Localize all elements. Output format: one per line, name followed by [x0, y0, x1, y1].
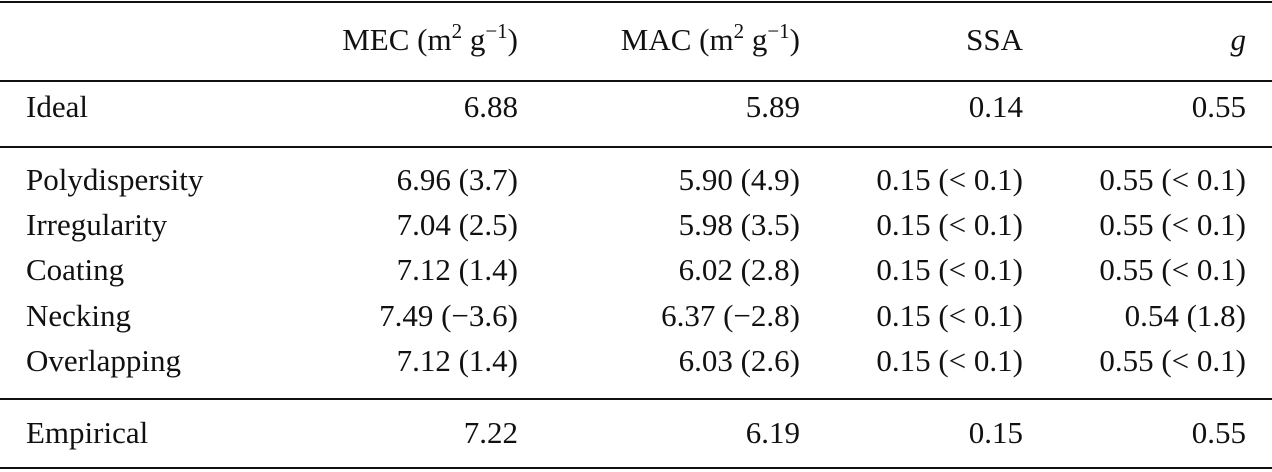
- cell-value: 0.54 (1.8): [1124, 298, 1246, 333]
- cell-value: 6.96 (3.7): [396, 162, 518, 197]
- cell-value: 6.88: [463, 89, 518, 124]
- row-label: Polydispersity: [26, 162, 204, 197]
- cell-value: 0.15 (< 0.1): [876, 252, 1023, 287]
- row-label: Necking: [26, 298, 132, 333]
- header-text: MAC (m: [620, 22, 734, 57]
- cell-value: 6.19: [745, 415, 800, 450]
- cell-value: 0.55: [1191, 89, 1246, 124]
- cell-value: 0.55: [1191, 415, 1246, 450]
- superscript: 2: [733, 19, 745, 43]
- cell-value: 0.15 (< 0.1): [876, 343, 1023, 378]
- row-label: Irregularity: [26, 207, 168, 242]
- row-label: Overlapping: [26, 343, 181, 378]
- cell-value: 7.12 (1.4): [396, 343, 518, 378]
- header-cell: g: [1231, 20, 1247, 60]
- cell-value: 0.15 (< 0.1): [876, 298, 1023, 333]
- header-text: SSA: [966, 22, 1023, 57]
- row-label: Ideal: [26, 89, 88, 124]
- superscript: −1: [767, 19, 790, 43]
- cell-value: 0.15 (< 0.1): [876, 207, 1023, 242]
- cell-value: 6.37 (−2.8): [661, 298, 800, 333]
- superscript: −1: [485, 19, 508, 43]
- cell-value: 0.15 (< 0.1): [876, 162, 1023, 197]
- bottom-rule: [0, 467, 1272, 469]
- header-text: g: [1230, 22, 1247, 57]
- cell-value: 6.03 (2.6): [678, 343, 800, 378]
- header-text: ): [789, 22, 800, 57]
- header-cell: MAC (m2 g−1): [621, 20, 800, 60]
- cell-value: 7.49 (−3.6): [379, 298, 518, 333]
- cell-value: 5.90 (4.9): [678, 162, 800, 197]
- cell-value: 7.04 (2.5): [396, 207, 518, 242]
- cell-value: 0.55 (< 0.1): [1099, 162, 1246, 197]
- header-cell: MEC (m2 g−1): [342, 20, 518, 60]
- cell-value: 0.14: [968, 89, 1023, 124]
- cell-value: 0.55 (< 0.1): [1099, 252, 1246, 287]
- row-label: Empirical: [26, 415, 149, 450]
- cell-value: 6.02 (2.8): [678, 252, 800, 287]
- header-cell: SSA: [966, 20, 1023, 60]
- group-rule: [0, 398, 1272, 400]
- header-rule: [0, 80, 1272, 82]
- superscript: 2: [451, 19, 463, 43]
- cell-value: 5.89: [745, 89, 800, 124]
- cell-value: 5.98 (3.5): [678, 207, 800, 242]
- header-text: g: [462, 22, 486, 57]
- cell-value: 0.55 (< 0.1): [1099, 343, 1246, 378]
- header-text: ): [507, 22, 518, 57]
- group-rule: [0, 146, 1272, 148]
- top-rule: [0, 1, 1272, 3]
- cell-value: 7.22: [463, 415, 518, 450]
- cell-value: 0.55 (< 0.1): [1099, 207, 1246, 242]
- header-text: MEC (m: [342, 22, 452, 57]
- row-label: Coating: [26, 252, 125, 287]
- cell-value: 0.15: [968, 415, 1023, 450]
- cell-value: 7.12 (1.4): [396, 252, 518, 287]
- header-text: g: [744, 22, 768, 57]
